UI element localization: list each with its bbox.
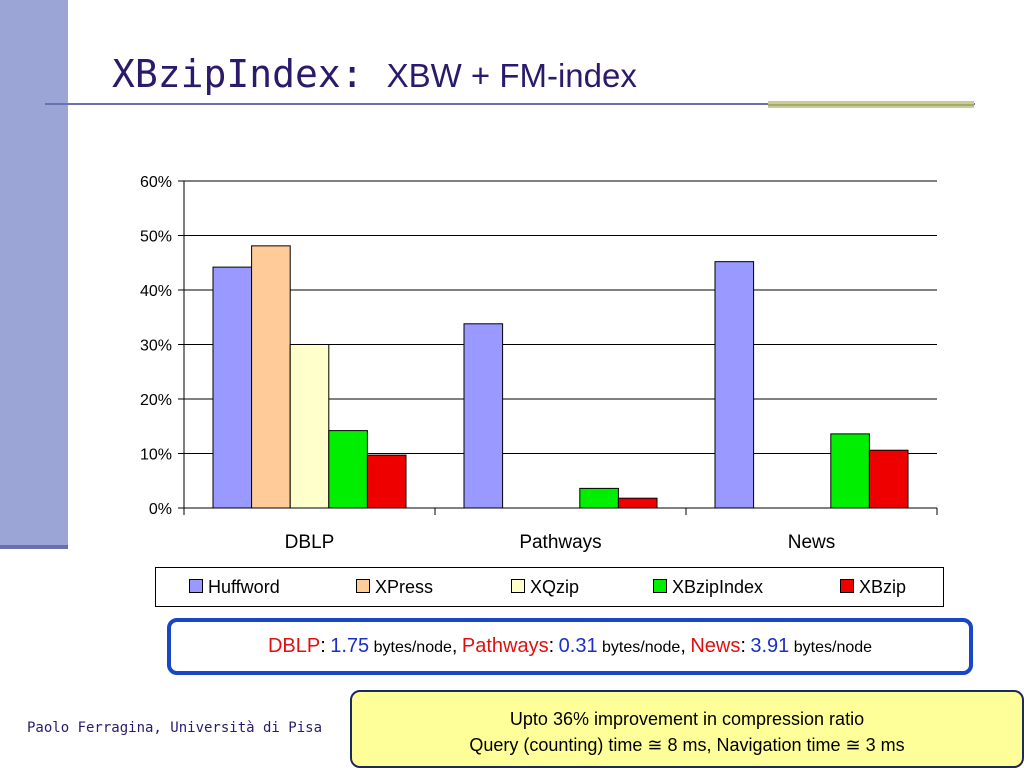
stat-colon-pathways: : [548,635,555,657]
y-tick-label: 10% [140,447,172,464]
legend-swatch [511,579,525,594]
y-tick-label: 60% [140,174,172,191]
y-tick-label: 30% [140,338,172,355]
stat-unit-dblp: bytes/node [373,639,452,656]
stat-sep-dblp: , [451,635,458,657]
y-tick-label: 40% [140,283,172,300]
y-tick-label: 20% [140,392,172,409]
stat-value-pathways: 0.31 [558,635,598,657]
stat-name-pathways: Pathways [461,635,549,657]
legend-item: XBzip [840,577,906,598]
legend-label: XBzipIndex [672,577,764,597]
y-tick-label: 0% [149,501,172,518]
note-line-1: Upto 36% improvement in compression rati… [509,709,865,729]
stats-box: DBLP: 1.75 bytes/node, Pathways: 0.31 by… [167,618,973,675]
legend-swatch [653,579,667,594]
x-category-label: Pathways [519,532,601,553]
chart-legend: Huffword XPress XQzip XBzipIndex XBzip [155,567,944,607]
x-category-label: DBLP [285,532,335,553]
bar-xqzip [289,344,330,509]
title-rule-accent-line [768,104,974,106]
stat-name-dblp: DBLP [267,635,321,657]
legend-swatch [189,579,203,594]
y-tick-label: 50% [140,229,172,246]
legend-label: XBzip [859,577,907,597]
x-category-label: News [788,532,836,553]
stat-unit-news: bytes/node [793,639,873,656]
bar-xbzipindex [579,487,619,509]
legend-label: XPress [375,577,434,597]
bar-xbzipindex [830,433,870,509]
bar-xbzip [617,497,658,509]
legend-label: XQzip [530,577,580,597]
bar-huffword [714,261,755,509]
legend-item: XBzipIndex [653,577,763,598]
bar-xbzip [366,454,407,509]
bar-xpress [251,245,291,509]
legend-item: Huffword [189,577,280,598]
legend-swatch [356,579,370,594]
stat-colon-news: : [740,635,746,657]
legend-label: Huffword [208,577,280,597]
note-box: Upto 36% improvement in compression rati… [350,690,1024,768]
footer-credit: Paolo Ferragina, Università di Pisa [27,720,323,736]
bar-huffword [212,266,253,509]
bar-chart: 0% 10% 20% 30% 40% 50% 60% DBLP Pathways News [140,174,938,553]
stat-sep-pathways: , [680,635,686,657]
sidebar-decoration [0,0,68,547]
title-main: XBzipIndex: [112,52,364,96]
legend-swatch [840,579,854,594]
bar-xbzipindex [328,430,368,509]
sidebar-edge-decoration [0,545,68,549]
slide-title: XBzipIndex: XBW + FM-index [112,52,637,96]
stat-unit-pathways: bytes/node [602,639,681,656]
stat-colon-dblp: : [320,635,326,657]
legend-item: XQzip [511,577,579,598]
title-rule [45,103,975,105]
legend-item: XPress [356,577,433,598]
bar-huffword [463,323,504,509]
note-line-2: Query (counting) time ≅ 8 ms, Navigation… [469,735,905,755]
stat-name-news: News [690,635,741,657]
stat-value-news: 3.91 [750,635,790,657]
bar-xbzip [868,449,909,509]
title-sub: XBW + FM-index [386,57,637,94]
stat-value-dblp: 1.75 [330,635,370,657]
